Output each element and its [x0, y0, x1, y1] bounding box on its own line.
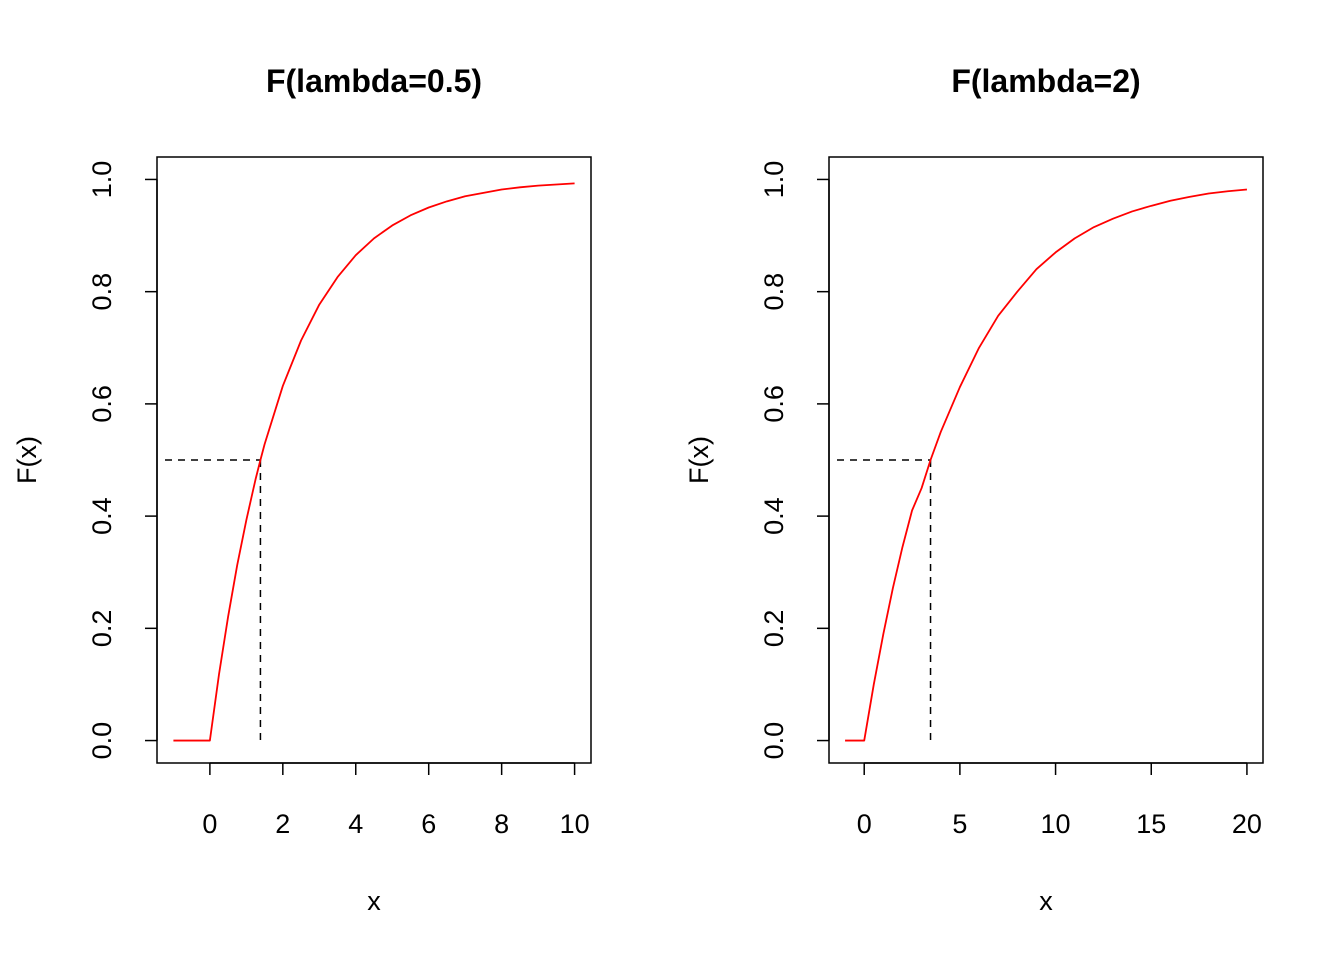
- x-tick-label: 10: [1041, 809, 1071, 839]
- x-tick-label: 20: [1232, 809, 1262, 839]
- y-tick-label: 1.0: [87, 161, 117, 199]
- y-tick-label: 0.6: [759, 385, 789, 423]
- x-tick-label: 6: [421, 809, 436, 839]
- median-reference-lines: [165, 459, 262, 741]
- cdf-curve: [173, 182, 575, 742]
- y-tick-label: 0.6: [87, 385, 117, 423]
- y-tick-label: 1.0: [759, 161, 789, 199]
- y-axis: 0.0 0.2 0.4 0.6 0.8 1.0: [759, 161, 830, 760]
- x-tick-label: 15: [1136, 809, 1166, 839]
- y-tick-label: 0.2: [87, 610, 117, 648]
- y-axis-label: F(x): [684, 436, 714, 484]
- plot-title: F(lambda=0.5): [266, 63, 482, 99]
- y-axis: 0.0 0.2 0.4 0.6 0.8 1.0: [87, 161, 158, 760]
- cdf-curve: [845, 188, 1248, 742]
- panel-lambda-2: F(lambda=2) 0 5 10 15 20 0.00.20.40.60.81.0 …: [684, 63, 1264, 916]
- x-axis-label: x: [367, 886, 381, 916]
- y-tick-label: 0.2: [759, 610, 789, 648]
- x-tick-label: 10: [560, 809, 590, 839]
- x-tick-label: 4: [348, 809, 363, 839]
- y-axis-label: F(x): [12, 436, 42, 484]
- panel-lambda-0-5: F(lambda=0.5) 0 2 4 6 8 10 0.0 0.2 0.4 0.6 0.8 1.0…: [12, 63, 592, 916]
- cdf-series: [173, 182, 575, 742]
- x-axis-label: x: [1039, 886, 1053, 916]
- y-tick-label: 0.4: [87, 497, 117, 535]
- y-tick-label: 0.4: [759, 497, 789, 535]
- cdf-series: [845, 188, 1248, 742]
- x-tick-label: 2: [275, 809, 290, 839]
- x-tick-label: 0: [857, 809, 872, 839]
- plot-title: F(lambda=2): [951, 63, 1140, 99]
- x-tick-label: 0: [202, 809, 217, 839]
- y-tick-label: 0.0: [87, 722, 117, 760]
- y-tick-label: 0.0: [759, 722, 789, 760]
- y-tick-label: 0.8: [759, 273, 789, 311]
- y-tick-label: 0.8: [87, 273, 117, 311]
- median-reference-lines: [837, 459, 932, 741]
- x-axis: 0 5 10 15 20: [857, 762, 1262, 839]
- x-tick-label: 5: [952, 809, 967, 839]
- x-tick-label: 8: [494, 809, 509, 839]
- x-axis: 0 2 4 6 8 10: [202, 762, 590, 839]
